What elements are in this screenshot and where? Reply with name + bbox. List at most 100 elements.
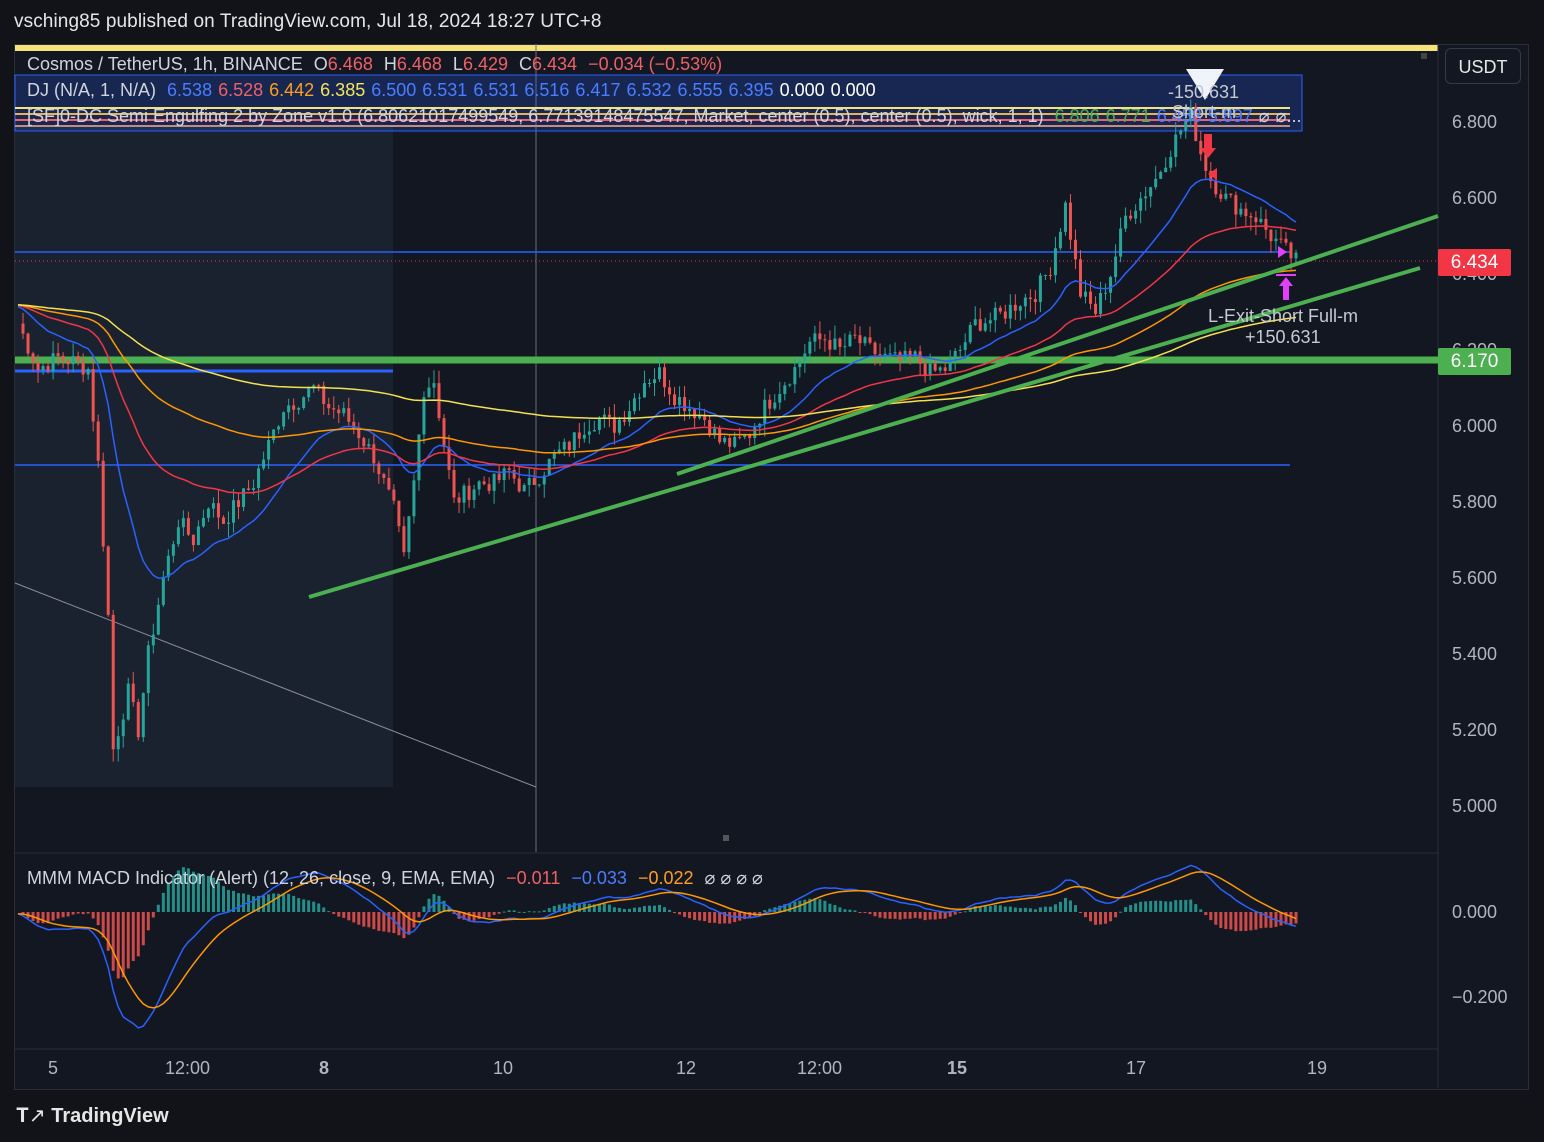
time-axis-label-7: 17 (1126, 1058, 1147, 1078)
candle-body (728, 437, 732, 447)
macd-histogram-bar (1084, 912, 1088, 918)
candle-body (1134, 210, 1138, 219)
macd-histogram-bar (91, 912, 95, 919)
macd-histogram-bar (572, 902, 576, 912)
candle-body (467, 485, 471, 500)
candle-body (56, 353, 60, 356)
macd-histogram-bar (86, 912, 90, 914)
candle-body (1028, 297, 1032, 300)
candle-body (166, 555, 170, 578)
price-axis-label-6: 5.600 (1452, 568, 1498, 588)
macd-histogram-bar (437, 895, 441, 912)
candle-body (86, 369, 90, 375)
macd-histogram-bar (487, 912, 491, 918)
macd-histogram-bar (377, 912, 381, 931)
candle-body (1249, 216, 1253, 218)
macd-histogram-bar (808, 898, 812, 912)
macd-histogram-bar (1174, 900, 1178, 912)
currency-button[interactable]: USDT (1445, 48, 1521, 84)
candle-body (567, 441, 571, 451)
macd-histogram-bar (151, 912, 155, 918)
macd-histogram-bar (367, 912, 371, 928)
macd-histogram-bar (402, 912, 406, 939)
candle-body (176, 527, 180, 545)
candle-body (432, 383, 436, 388)
macd-histogram-bar (878, 912, 882, 918)
candle-body (497, 473, 501, 481)
candle-body (61, 355, 65, 361)
candle-body (206, 508, 210, 518)
macd-histogram-bar (417, 912, 421, 918)
macd-histogram-bar (412, 912, 416, 928)
candle-body (51, 353, 55, 372)
dj-legend[interactable]: DJ (N/A, 1, N/A) 6.538 6.528 6.442 6.385 6.5… (27, 80, 888, 101)
dj-value-13: 0.000 (830, 80, 876, 100)
tradingview-logo[interactable]: 𝐓↗ TradingView (16, 1103, 169, 1128)
candle-body (211, 503, 215, 509)
macd-histogram-bar (482, 912, 486, 918)
candle-body (136, 702, 140, 738)
macd-histogram-bar (1068, 900, 1072, 912)
candle-body (858, 335, 862, 344)
candle-body (196, 526, 200, 546)
macd-histogram-bar (1058, 901, 1062, 912)
ema-blue-line (17, 178, 1297, 579)
macd-histogram-bar (191, 871, 195, 912)
publish-header: vsching85 published on TradingView.com, … (14, 11, 602, 32)
time-axis-label-6: 15 (947, 1058, 968, 1078)
macd-histogram-bar (427, 898, 431, 912)
candle-body (883, 353, 887, 356)
macd-histogram-bar (1048, 906, 1052, 912)
candle-body (943, 367, 947, 372)
macd-histogram-bar (387, 912, 391, 933)
candle-body (893, 352, 897, 354)
macd-histogram-bar (297, 898, 301, 912)
macd-histogram-bar (813, 898, 817, 912)
macd-histogram-bar (347, 912, 351, 921)
macd-histogram-bar (51, 912, 55, 921)
macd-histogram-bar (257, 895, 261, 912)
sf-legend[interactable]: [SF]0-DC Semi Engulfing 2 by Zone v1.0 (… (27, 106, 1313, 127)
macd-histogram-bar (206, 875, 210, 912)
candle-body (602, 414, 606, 418)
macd-histogram-bar (703, 912, 707, 922)
macd-histogram-bar (362, 912, 366, 927)
candle-body (683, 397, 687, 412)
macd-histogram-bar (161, 892, 165, 912)
candle-body (1289, 242, 1293, 259)
open-label: O (313, 54, 328, 74)
candle-body (332, 408, 336, 410)
candle-body (843, 346, 847, 348)
candle-body (743, 434, 747, 438)
candle-body (1264, 218, 1268, 230)
macd-histogram-bar (998, 905, 1002, 912)
macd-histogram-bar (126, 912, 130, 969)
macd-histogram-bar (1184, 899, 1188, 912)
macd-histogram-bar (713, 912, 717, 923)
candle-body (868, 337, 872, 343)
macd-legend[interactable]: MMM MACD Indicator (Alert) (12, 26, clos… (27, 868, 769, 889)
candle-body (572, 432, 576, 451)
candle-body (257, 468, 261, 489)
candle-body (161, 577, 165, 605)
macd-histogram-bar (1219, 912, 1223, 928)
short-pnl-label: -150.631 (1168, 82, 1240, 102)
macd-histogram-bar (1129, 904, 1133, 912)
macd-histogram-bar (527, 911, 531, 913)
candle-body (382, 474, 386, 478)
macd-histogram-bar (828, 903, 832, 912)
dj-value-11: 6.395 (728, 80, 774, 100)
sf-value-1: 6.771 (1105, 106, 1151, 126)
macd-histogram-bar (66, 912, 70, 917)
macd-histogram-bar (1209, 912, 1213, 921)
sf-value-5: ⌀... (1275, 106, 1302, 126)
macd-histogram-bar (803, 899, 807, 912)
macd-histogram-bar (592, 904, 596, 912)
macd-histogram-bar (848, 909, 852, 912)
candle-body (1199, 140, 1203, 155)
candle-body (753, 427, 757, 439)
candle-body (597, 417, 601, 431)
macd-histogram-bar (502, 911, 506, 913)
macd-histogram-bar (1284, 912, 1288, 925)
